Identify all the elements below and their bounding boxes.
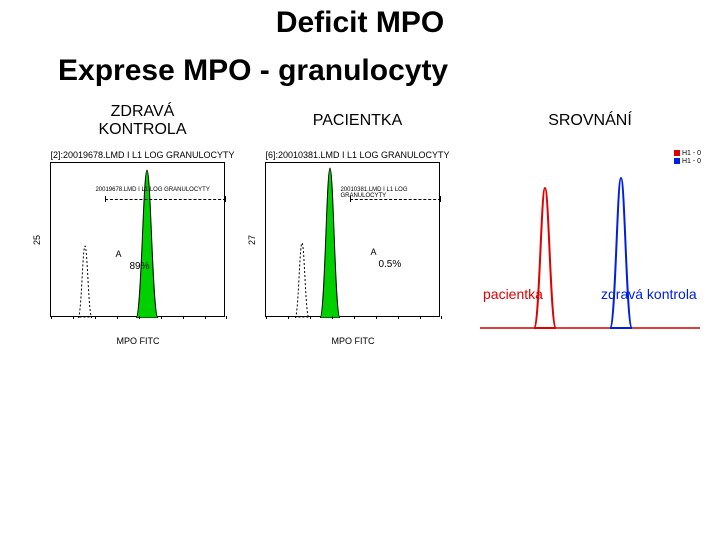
gate-percent: 89% — [129, 261, 149, 272]
gate-marker — [350, 199, 441, 200]
plot-box-control: 25 MPO FITC 20019678.LMD I L1 LOG GRANUL… — [50, 162, 225, 317]
panels-row: ZDRAVÁKONTROLA [2]:20019678.LMD I L1 LOG… — [0, 102, 720, 345]
panel-control: ZDRAVÁKONTROLA [2]:20019678.LMD I L1 LOG… — [35, 102, 250, 345]
gate-tiny-text: 20019678.LMD I L1 LOG GRANULOCYTY — [95, 187, 209, 193]
panel-label-comparison: SROVNÁNÍ — [548, 102, 632, 140]
main-title: Deficit MPO — [0, 6, 720, 40]
yaxis-label-control: 25 — [32, 234, 42, 244]
yaxis-label-patient: 27 — [247, 234, 257, 244]
gate-percent: 0.5% — [378, 259, 401, 270]
gate-label: A — [370, 247, 376, 257]
hist-title-control: [2]:20019678.LMD I L1 LOG GRANULOCYTY — [50, 150, 234, 160]
comparison-legend: H1 - 0H1 - 0 — [674, 150, 701, 165]
plot-box-patient: 27 MPO FITC 20010381.LMD I L1 LOG GRANUL… — [265, 162, 440, 317]
gate-label: A — [115, 249, 121, 259]
panel-label-patient: PACIENTKA — [313, 102, 403, 140]
xaxis-label-control: MPO FITC — [116, 336, 159, 346]
comparison-plot-wrap: pacientka zdravá kontrola H1 - 0H1 - 0 — [475, 150, 705, 345]
panel-patient: PACIENTKA [6]:20010381.LMD I L1 LOG GRAN… — [250, 102, 465, 345]
hist-title-patient: [6]:20010381.LMD I L1 LOG GRANULOCYTY — [265, 150, 449, 160]
panel-label-control: ZDRAVÁKONTROLA — [98, 102, 186, 140]
comparison-label-control: zdravá kontrola — [601, 286, 697, 302]
gate-tiny-text: 20010381.LMD I L1 LOG GRANULOCYTY — [340, 187, 439, 199]
sub-title: Exprese MPO - granulocyty — [58, 54, 720, 88]
histogram-patient: [6]:20010381.LMD I L1 LOG GRANULOCYTY 27… — [265, 150, 449, 317]
histogram-control: [2]:20019678.LMD I L1 LOG GRANULOCYTY 25… — [50, 150, 234, 317]
panel-comparison: SROVNÁNÍ pacientka zdravá kontrola H1 - 0H… — [465, 102, 715, 345]
xaxis-label-patient: MPO FITC — [331, 336, 374, 346]
plot-box-comparison: pacientka zdravá kontrola H1 - 0H1 - 0 — [475, 150, 705, 345]
gate-marker — [105, 199, 226, 200]
comparison-label-patient: pacientka — [483, 286, 543, 302]
